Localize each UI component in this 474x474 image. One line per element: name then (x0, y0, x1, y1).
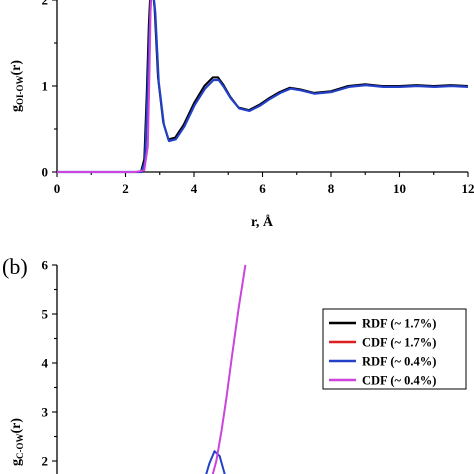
panel-a-ylabel-sub: OI-OW (15, 76, 25, 106)
panel-b-series-line-2 (211, 264, 247, 474)
panel-a-ylabel: gOI-OW(r) (9, 60, 25, 112)
panel-a-xtick-label: 2 (122, 181, 129, 196)
panel-b-ytick-label: 2 (42, 454, 49, 469)
panel-a-ylabel-suffix: (r) (9, 60, 24, 76)
panel-b-axes: 2 3 4 5 6 (42, 258, 58, 474)
panel-b-ylabel-sub: C-OW (15, 434, 25, 460)
panel-a-xtick-label: 6 (259, 181, 266, 196)
panel-a-ytick-label: 1 (42, 79, 49, 94)
panel-a-series-group (57, 0, 469, 174)
panel-b-ylabel-main: g (9, 459, 24, 466)
panel-a-xtick-label: 12 (462, 181, 474, 196)
panel-a-xtick-label: 8 (328, 181, 335, 196)
panel-a-xtick-label: 4 (191, 181, 198, 196)
panel-b-ylabel-suffix: (r) (9, 418, 24, 434)
panel-a-xlabel: r, Å (251, 214, 274, 230)
panel-b-ytick-label: 4 (42, 356, 49, 371)
panel-b-series-group (205, 264, 247, 474)
panel-a-xtick-label: 10 (393, 181, 406, 196)
panel-a-xtick-label: 0 (54, 181, 61, 196)
panel-b-ytick-label: 3 (42, 405, 49, 420)
legend: RDF (~ 1.7%) CDF (~ 1.7%) RDF (~ 0.4%) CDF … (322, 308, 467, 390)
panel-a-ytick-label: 2 (42, 0, 49, 8)
panel-b-plot: (b) gC-OW(r) 2 3 4 5 6 RDF (~ 1.7%) CDF (~ 1.… (2, 254, 467, 474)
panel-b-tag: (b) (2, 254, 28, 279)
legend-label: CDF (~ 0.4%) (362, 374, 436, 388)
panel-a-ytick-label: 0 (42, 165, 49, 180)
panel-a-ylabel-main: g (9, 105, 24, 112)
legend-label: CDF (~ 1.7%) (362, 336, 436, 350)
legend-label: RDF (~ 0.4%) (362, 355, 436, 369)
panel-a-series-line-2 (57, 0, 469, 174)
panel-b-ytick-label: 5 (42, 307, 49, 322)
panel-a-series-line-3 (57, 0, 152, 173)
legend-label: RDF (~ 1.7%) (362, 317, 436, 331)
panel-b-ylabel: gC-OW(r) (9, 418, 25, 466)
panel-b-ytick-label: 6 (42, 258, 49, 273)
